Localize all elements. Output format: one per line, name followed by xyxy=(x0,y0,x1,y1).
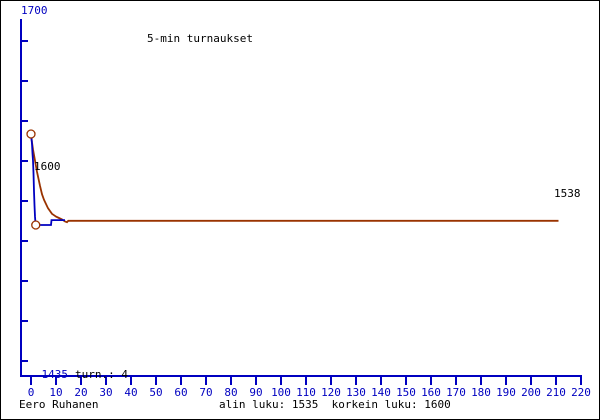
x-axis-tick-label: 170 xyxy=(446,386,466,399)
x-axis-tick-label: 60 xyxy=(174,386,187,399)
x-axis-tick-label: 190 xyxy=(496,386,516,399)
chart-title: 5-min turnaukset xyxy=(147,32,253,45)
x-axis-tick-label: 40 xyxy=(124,386,137,399)
x-axis-tick-label: 160 xyxy=(421,386,441,399)
x-axis-tick-label: 10 xyxy=(49,386,62,399)
x-axis-tick-label: 210 xyxy=(546,386,566,399)
tournament-count-label: turn.: 4 xyxy=(75,368,128,381)
x-axis-tick-label: 50 xyxy=(149,386,162,399)
y-axis-max-label: 1700 xyxy=(21,4,48,17)
x-axis-tick-label: 110 xyxy=(296,386,316,399)
rating-line xyxy=(30,133,65,226)
x-axis-tick-label: 80 xyxy=(224,386,237,399)
start-rating-label: 1600 xyxy=(34,160,61,173)
rating-marker xyxy=(26,129,36,139)
x-axis-tick-label: 70 xyxy=(199,386,212,399)
x-axis-tick-label: 150 xyxy=(396,386,416,399)
trend-line xyxy=(30,133,559,224)
player-name: Eero Ruhanen xyxy=(19,398,99,411)
y-axis-min-group: 1435 turn.: 4 xyxy=(15,357,128,393)
x-axis-tick-label: 90 xyxy=(249,386,262,399)
y-axis-min-label: 1435 xyxy=(41,368,69,381)
x-axis-tick-label: 30 xyxy=(99,386,112,399)
x-axis-tick-label: 100 xyxy=(271,386,291,399)
x-axis-tick-label: 140 xyxy=(371,386,391,399)
rating-marker xyxy=(31,220,41,230)
x-axis-tick-label: 130 xyxy=(346,386,366,399)
rating-summary: alin luku: 1535 korkein luku: 1600 xyxy=(219,398,451,411)
x-axis-tick-label: 200 xyxy=(521,386,541,399)
x-axis-tick-label: 180 xyxy=(471,386,491,399)
x-axis-tick-label: 20 xyxy=(74,386,87,399)
x-axis-tick-label: 0 xyxy=(28,386,35,399)
final-rating-label: 1538 xyxy=(554,187,581,200)
x-axis-tick-label: 220 xyxy=(571,386,591,399)
x-axis-tick-label: 120 xyxy=(321,386,341,399)
